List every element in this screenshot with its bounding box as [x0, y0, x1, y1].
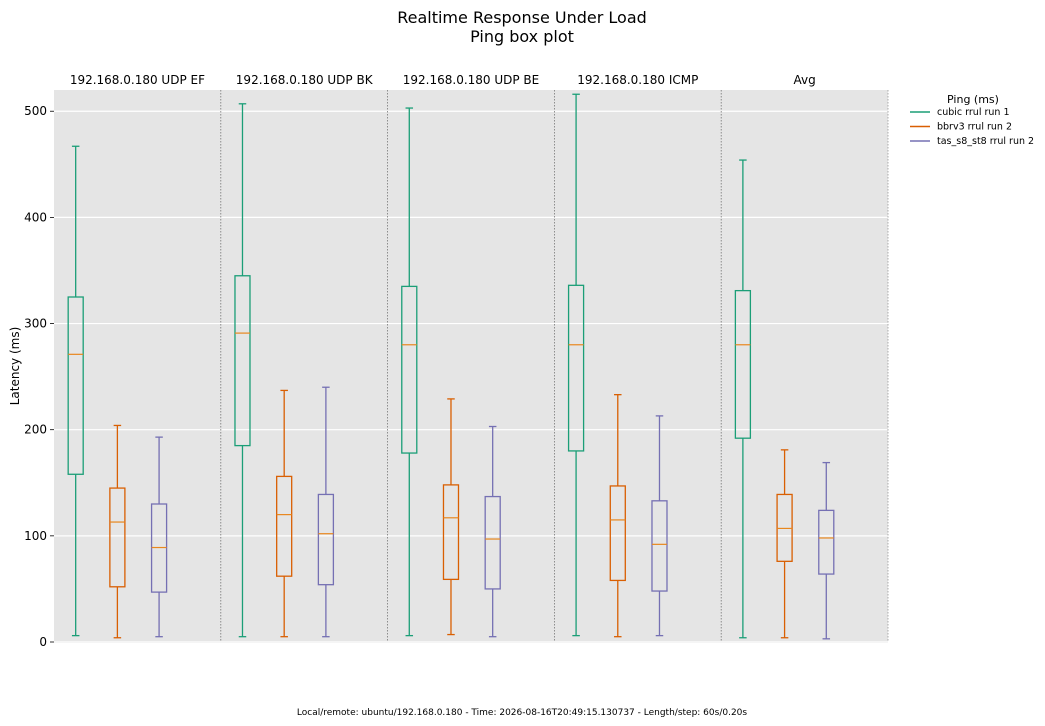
- box-iqr: [317, 493, 335, 586]
- panel-dividers: [220, 90, 889, 642]
- box-1: [734, 159, 752, 639]
- legend-item: bbrv3 rrul run 2: [910, 122, 1012, 133]
- box-iqr: [651, 500, 668, 592]
- box-iqr: [609, 485, 626, 582]
- box-iqr: [734, 289, 752, 439]
- box-2: [109, 424, 126, 639]
- box-3: [150, 436, 168, 638]
- box-2: [776, 449, 793, 639]
- chart-subtitle: Ping box plot: [470, 27, 574, 46]
- box-1: [401, 107, 418, 637]
- panel-titles: 192.168.0.180 UDP EF 192.168.0.180 UDP BK…: [70, 73, 816, 87]
- boxes: [67, 93, 835, 640]
- box-3: [651, 415, 668, 637]
- panel-title: 192.168.0.180 UDP BE: [403, 73, 540, 87]
- box-1: [567, 93, 585, 637]
- box-iqr: [401, 285, 418, 454]
- y-tick-label: 100: [24, 529, 47, 543]
- box-iqr: [484, 495, 501, 590]
- box-iqr: [442, 484, 460, 581]
- legend-item: cubic rrul run 1: [910, 107, 1010, 118]
- box-iqr: [567, 284, 585, 452]
- legend-label: tas_s8_st8 rrul run 2: [937, 136, 1034, 147]
- y-tick-label: 300: [24, 317, 47, 331]
- box-2: [442, 398, 460, 636]
- box-2: [276, 389, 293, 638]
- y-tick-label: 500: [24, 104, 47, 118]
- panel-title: 192.168.0.180 UDP EF: [70, 73, 205, 87]
- y-tick-label: 400: [24, 210, 47, 224]
- legend-label: cubic rrul run 1: [937, 107, 1010, 118]
- box-iqr: [67, 296, 84, 475]
- box-3: [484, 425, 501, 638]
- grid-lines: [54, 110, 888, 643]
- box-3: [317, 386, 335, 638]
- y-axis-ticks: 0 100 200 300 400 500: [24, 104, 54, 649]
- box-iqr: [234, 275, 251, 447]
- panel-title: Avg: [793, 73, 815, 87]
- box-iqr: [276, 475, 293, 577]
- box-iqr: [818, 509, 835, 575]
- box-1: [67, 145, 84, 637]
- y-axis-label: Latency (ms): [8, 327, 22, 406]
- y-tick-label: 0: [39, 635, 47, 649]
- legend-label: bbrv3 rrul run 2: [937, 122, 1012, 133]
- legend-item: tas_s8_st8 rrul run 2: [910, 136, 1034, 147]
- panel-title: 192.168.0.180 UDP BK: [236, 73, 374, 87]
- box-3: [818, 461, 835, 640]
- box-1: [234, 103, 251, 638]
- legend: Ping (ms) cubic rrul run 1 bbrv3 rrul run…: [910, 93, 1034, 147]
- footer-info: Local/remote: ubuntu/192.168.0.180 - Tim…: [297, 708, 748, 718]
- legend-title: Ping (ms): [947, 93, 999, 106]
- legend-items: cubic rrul run 1 bbrv3 rrul run 2 tas_s8_s…: [910, 107, 1034, 147]
- plot-area-background: [54, 90, 888, 643]
- panel-title: 192.168.0.180 ICMP: [577, 73, 698, 87]
- box-iqr: [109, 487, 126, 588]
- y-tick-label: 200: [24, 423, 47, 437]
- chart-title: Realtime Response Under Load: [397, 8, 647, 27]
- box-2: [609, 394, 626, 638]
